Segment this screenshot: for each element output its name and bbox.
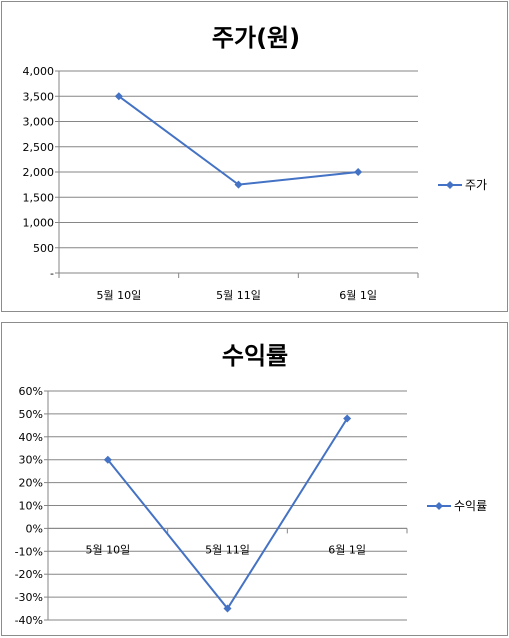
y-tick-label: -10% [15,545,43,558]
y-tick-label: 3,000 [23,116,55,129]
legend-marker [446,181,454,189]
data-point [354,168,363,176]
y-tick-label: 2,000 [23,166,55,179]
y-tick-label: - [50,267,54,280]
data-point [103,455,112,464]
x-tick-label: 6월 1일 [339,288,377,302]
series-line [118,95,359,186]
legend-label: 주가 [465,178,487,192]
y-tick-label: 1,000 [23,217,55,230]
stock-price-chart-svg: 주가(원) - 500 1,000 1,500 2,000 2,500 3,000 3,500… [23,24,488,302]
legend-label: 수익률 [454,499,487,513]
data-point [343,414,352,423]
y-tick-label: 0% [26,522,43,535]
y-tick-label: 20% [19,477,43,490]
x-tick-label: 5월 11일 [216,288,261,302]
y-tick-label: 1,500 [23,191,55,204]
y-tick-label: 3,500 [23,90,55,103]
y-tick-label: 2,500 [23,141,55,154]
y-tick-label: -30% [15,591,43,604]
data-point [234,180,243,189]
return-rate-chart-svg: 수익률 -40% -30% -20% -10% 0% 10% 20% 30% 40% 50% 60%… [15,342,488,627]
legend-marker [435,502,443,510]
y-tick-label: 50% [19,408,43,421]
y-tick-label: 60% [19,385,43,398]
chart-title: 수익률 [222,342,288,370]
y-tick-label: 10% [19,500,43,513]
series-line [107,417,349,611]
y-tick-label: 500 [33,242,54,255]
y-tick-label: 30% [19,454,43,467]
y-tick-label: 4,000 [23,65,55,78]
x-tick-label: 6월 1일 [328,542,366,556]
chart-title: 주가(원) [212,24,300,52]
return-rate-chart: 수익률 -40% -30% -20% -10% 0% 10% 20% 30% 40% 50% 60%… [1,322,508,636]
y-tick-label: -40% [15,614,43,627]
y-tick-label: 40% [19,431,43,444]
x-tick-label: 5월 11일 [205,542,250,556]
stock-price-chart: 주가(원) - 500 1,000 1,500 2,000 2,500 3,000 3,500… [1,1,508,312]
x-tick-label: 5월 10일 [96,288,141,302]
data-point [223,604,232,613]
y-tick-label: -20% [15,568,43,581]
x-tick-label: 5월 10일 [85,542,130,556]
data-point [114,92,123,101]
